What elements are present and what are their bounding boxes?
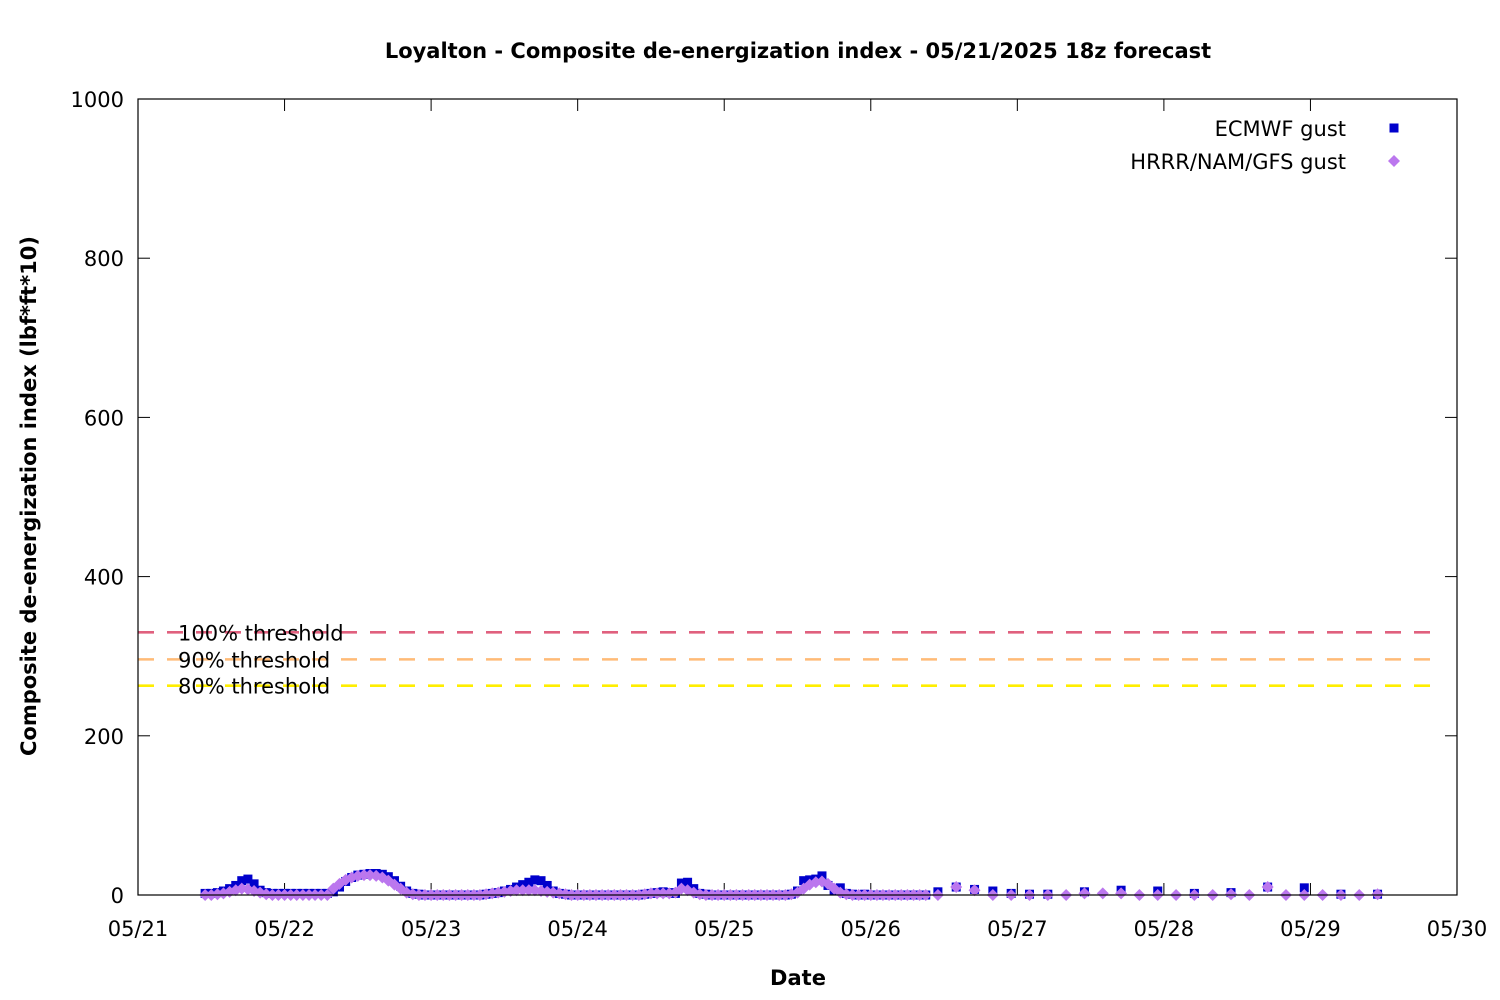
legend-label: HRRR/NAM/GFS gust bbox=[1130, 150, 1346, 174]
x-tick-label: 05/21 bbox=[108, 917, 169, 941]
data-point bbox=[1225, 888, 1238, 901]
data-point bbox=[237, 876, 247, 886]
data-point bbox=[243, 874, 253, 884]
threshold-layer: 100% threshold 90% threshold 80% threshold bbox=[138, 621, 1443, 699]
y-tick-label: 1000 bbox=[71, 88, 124, 112]
y-tick-label: 600 bbox=[84, 406, 124, 430]
x-tick-label: 05/29 bbox=[1280, 917, 1341, 941]
x-tick-label: 05/28 bbox=[1134, 917, 1195, 941]
threshold-label: 80% threshold bbox=[178, 675, 330, 699]
x-tick-label: 05/30 bbox=[1427, 917, 1488, 941]
data-point bbox=[1299, 883, 1309, 893]
x-tick-label: 05/23 bbox=[401, 917, 462, 941]
tick-layer: 0 200 400 600 800 1000 05/21 05/22 05/23 05/24 05/… bbox=[71, 88, 1488, 941]
threshold-label: 100% threshold bbox=[178, 621, 344, 645]
data-point bbox=[522, 884, 535, 897]
x-axis-title: Date bbox=[770, 966, 826, 990]
data-point bbox=[1096, 887, 1109, 900]
data-point bbox=[683, 877, 693, 887]
data-point bbox=[1371, 888, 1384, 901]
data-point bbox=[516, 884, 529, 897]
threshold-label: 90% threshold bbox=[178, 648, 330, 672]
x-tick-label: 05/22 bbox=[254, 917, 315, 941]
legend-marker bbox=[1389, 123, 1399, 133]
data-point bbox=[536, 876, 546, 886]
legend: ECMWF gust HRRR/NAM/GFS gust bbox=[1130, 117, 1400, 174]
data-point bbox=[530, 875, 540, 885]
data-point bbox=[504, 885, 517, 898]
y-axis-title: Composite de-energization index (lbf*ft*… bbox=[17, 236, 41, 756]
x-tick-label: 05/26 bbox=[841, 917, 902, 941]
data-point bbox=[249, 879, 259, 889]
plot-frame bbox=[137, 98, 1458, 896]
x-tick-label: 05/24 bbox=[547, 917, 608, 941]
legend-label: ECMWF gust bbox=[1215, 117, 1346, 141]
y-tick-label: 200 bbox=[84, 725, 124, 749]
data-point bbox=[950, 881, 963, 894]
data-point bbox=[542, 880, 552, 890]
series-hrrr-nam-gfs-gust bbox=[199, 869, 1384, 901]
data-point bbox=[1261, 881, 1274, 894]
data-point bbox=[651, 887, 664, 900]
data-point bbox=[357, 869, 370, 882]
data-point bbox=[510, 884, 523, 897]
y-tick-label: 400 bbox=[84, 566, 124, 590]
x-tick-label: 05/25 bbox=[694, 917, 755, 941]
data-point bbox=[1115, 887, 1128, 900]
legend-marker bbox=[1388, 155, 1400, 167]
chart-title: Loyalton - Composite de-energization ind… bbox=[385, 39, 1211, 63]
data-point bbox=[799, 876, 809, 886]
data-point bbox=[657, 887, 670, 900]
data-point bbox=[644, 887, 657, 900]
data-point bbox=[1078, 887, 1091, 900]
y-tick-label: 800 bbox=[84, 247, 124, 271]
x-tick-label: 05/27 bbox=[987, 917, 1048, 941]
data-point bbox=[968, 884, 981, 897]
data-point bbox=[524, 877, 534, 887]
y-tick-label: 0 bbox=[111, 884, 124, 908]
